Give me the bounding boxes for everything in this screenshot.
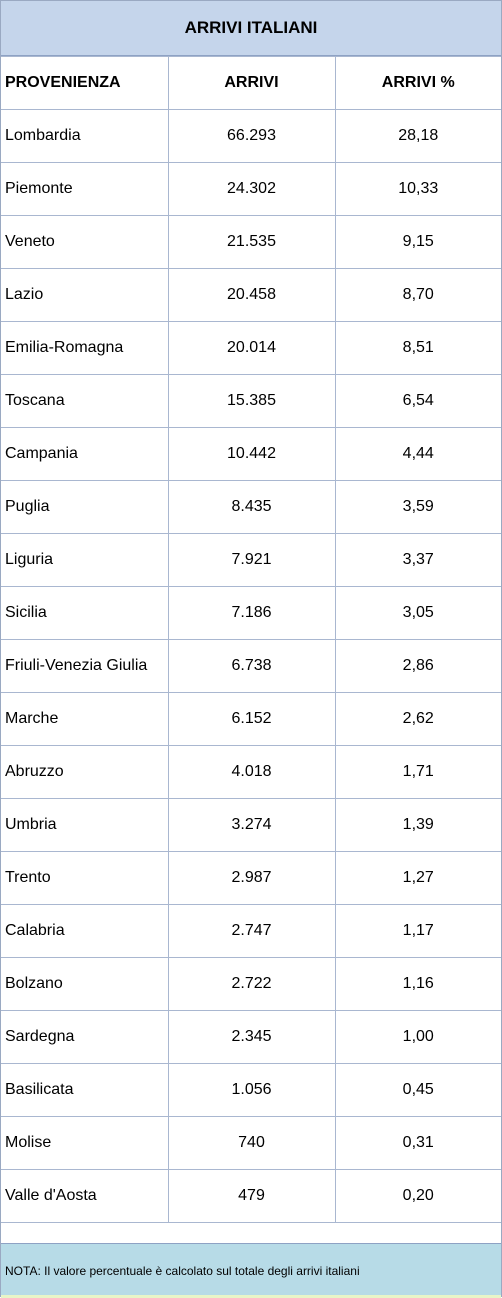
table-row: Lazio 20.458 8,70 xyxy=(1,268,501,322)
cell-arrivi: 4.018 xyxy=(168,745,336,799)
arrivi-table: PROVENIENZA ARRIVI ARRIVI % Lombardia 66.… xyxy=(1,56,501,1223)
table-row: Puglia 8.435 3,59 xyxy=(1,480,501,534)
cell-provenienza: Basilicata xyxy=(1,1063,169,1117)
table-row: Toscana 15.385 6,54 xyxy=(1,374,501,428)
cell-arrivi: 1.056 xyxy=(168,1063,336,1117)
cell-provenienza: Puglia xyxy=(1,480,169,534)
header-provenienza: PROVENIENZA xyxy=(1,56,169,110)
cell-arrivi-percent: 0,20 xyxy=(335,1169,501,1223)
table-row: Lombardia 66.293 28,18 xyxy=(1,109,501,163)
table-row: Veneto 21.535 9,15 xyxy=(1,215,501,269)
cell-arrivi: 21.535 xyxy=(168,215,336,269)
cell-arrivi-percent: 6,54 xyxy=(335,374,501,428)
cell-provenienza: Bolzano xyxy=(1,957,169,1011)
cell-provenienza: Lazio xyxy=(1,268,169,322)
cell-provenienza: Trento xyxy=(1,851,169,905)
header-arrivi: ARRIVI xyxy=(168,56,336,110)
cell-arrivi-percent: 2,86 xyxy=(335,639,501,693)
cell-arrivi: 20.014 xyxy=(168,321,336,375)
footnote: NOTA: Il valore percentuale è calcolato … xyxy=(1,1243,501,1297)
cell-arrivi-percent: 1,00 xyxy=(335,1010,501,1064)
cell-provenienza: Toscana xyxy=(1,374,169,428)
table-row: Trento 2.987 1,27 xyxy=(1,851,501,905)
cell-provenienza: Emilia-Romagna xyxy=(1,321,169,375)
table-row: Abruzzo 4.018 1,71 xyxy=(1,745,501,799)
cell-arrivi-percent: 3,37 xyxy=(335,533,501,587)
cell-provenienza: Marche xyxy=(1,692,169,746)
table-row: Basilicata 1.056 0,45 xyxy=(1,1063,501,1117)
cell-arrivi: 3.274 xyxy=(168,798,336,852)
table-row: Molise 740 0,31 xyxy=(1,1116,501,1170)
cell-provenienza: Abruzzo xyxy=(1,745,169,799)
cell-arrivi: 6.738 xyxy=(168,639,336,693)
cell-arrivi: 479 xyxy=(168,1169,336,1223)
cell-arrivi: 7.921 xyxy=(168,533,336,587)
cell-arrivi: 24.302 xyxy=(168,162,336,216)
table-row: Sardegna 2.345 1,00 xyxy=(1,1010,501,1064)
cell-arrivi-percent: 3,59 xyxy=(335,480,501,534)
cell-arrivi: 10.442 xyxy=(168,427,336,481)
table-row: Calabria 2.747 1,17 xyxy=(1,904,501,958)
header-row: PROVENIENZA ARRIVI ARRIVI % xyxy=(1,56,501,110)
cell-provenienza: Valle d'Aosta xyxy=(1,1169,169,1223)
cell-arrivi-percent: 28,18 xyxy=(335,109,501,163)
cell-arrivi-percent: 0,45 xyxy=(335,1063,501,1117)
cell-arrivi-percent: 3,05 xyxy=(335,586,501,640)
cell-arrivi: 6.152 xyxy=(168,692,336,746)
cell-arrivi-percent: 8,70 xyxy=(335,268,501,322)
table-row: Emilia-Romagna 20.014 8,51 xyxy=(1,321,501,375)
cell-arrivi: 66.293 xyxy=(168,109,336,163)
cell-provenienza: Sardegna xyxy=(1,1010,169,1064)
cell-provenienza: Sicilia xyxy=(1,586,169,640)
table-row: Friuli-Venezia Giulia 6.738 2,86 xyxy=(1,639,501,693)
cell-provenienza: Lombardia xyxy=(1,109,169,163)
cell-provenienza: Liguria xyxy=(1,533,169,587)
table-row: Umbria 3.274 1,39 xyxy=(1,798,501,852)
cell-arrivi: 7.186 xyxy=(168,586,336,640)
cell-arrivi-percent: 1,27 xyxy=(335,851,501,905)
table-row: Campania 10.442 4,44 xyxy=(1,427,501,481)
table-row: Marche 6.152 2,62 xyxy=(1,692,501,746)
cell-provenienza: Veneto xyxy=(1,215,169,269)
cell-arrivi-percent: 1,17 xyxy=(335,904,501,958)
cell-arrivi: 2.722 xyxy=(168,957,336,1011)
cell-arrivi-percent: 4,44 xyxy=(335,427,501,481)
cell-arrivi: 2.345 xyxy=(168,1010,336,1064)
cell-arrivi: 8.435 xyxy=(168,480,336,534)
table-row: Valle d'Aosta 479 0,20 xyxy=(1,1169,501,1223)
cell-provenienza: Molise xyxy=(1,1116,169,1170)
cell-provenienza: Friuli-Venezia Giulia xyxy=(1,639,169,693)
cell-arrivi-percent: 9,15 xyxy=(335,215,501,269)
cell-arrivi-percent: 8,51 xyxy=(335,321,501,375)
cell-arrivi-percent: 1,71 xyxy=(335,745,501,799)
table-row: Bolzano 2.722 1,16 xyxy=(1,957,501,1011)
table-row: Piemonte 24.302 10,33 xyxy=(1,162,501,216)
cell-arrivi: 15.385 xyxy=(168,374,336,428)
cell-provenienza: Umbria xyxy=(1,798,169,852)
header-arrivi-percent: ARRIVI % xyxy=(335,56,501,110)
cell-arrivi: 740 xyxy=(168,1116,336,1170)
cell-provenienza: Piemonte xyxy=(1,162,169,216)
cell-arrivi: 2.987 xyxy=(168,851,336,905)
cell-arrivi-percent: 0,31 xyxy=(335,1116,501,1170)
table-title: ARRIVI ITALIANI xyxy=(1,1,501,56)
table-body: Lombardia 66.293 28,18 Piemonte 24.302 10,33 V… xyxy=(1,109,501,1223)
table-row: Liguria 7.921 3,37 xyxy=(1,533,501,587)
cell-arrivi-percent: 2,62 xyxy=(335,692,501,746)
cell-provenienza: Campania xyxy=(1,427,169,481)
cell-arrivi: 20.458 xyxy=(168,268,336,322)
cell-arrivi-percent: 10,33 xyxy=(335,162,501,216)
table-row: Sicilia 7.186 3,05 xyxy=(1,586,501,640)
cell-arrivi: 2.747 xyxy=(168,904,336,958)
cell-arrivi-percent: 1,39 xyxy=(335,798,501,852)
cell-provenienza: Calabria xyxy=(1,904,169,958)
cell-arrivi-percent: 1,16 xyxy=(335,957,501,1011)
